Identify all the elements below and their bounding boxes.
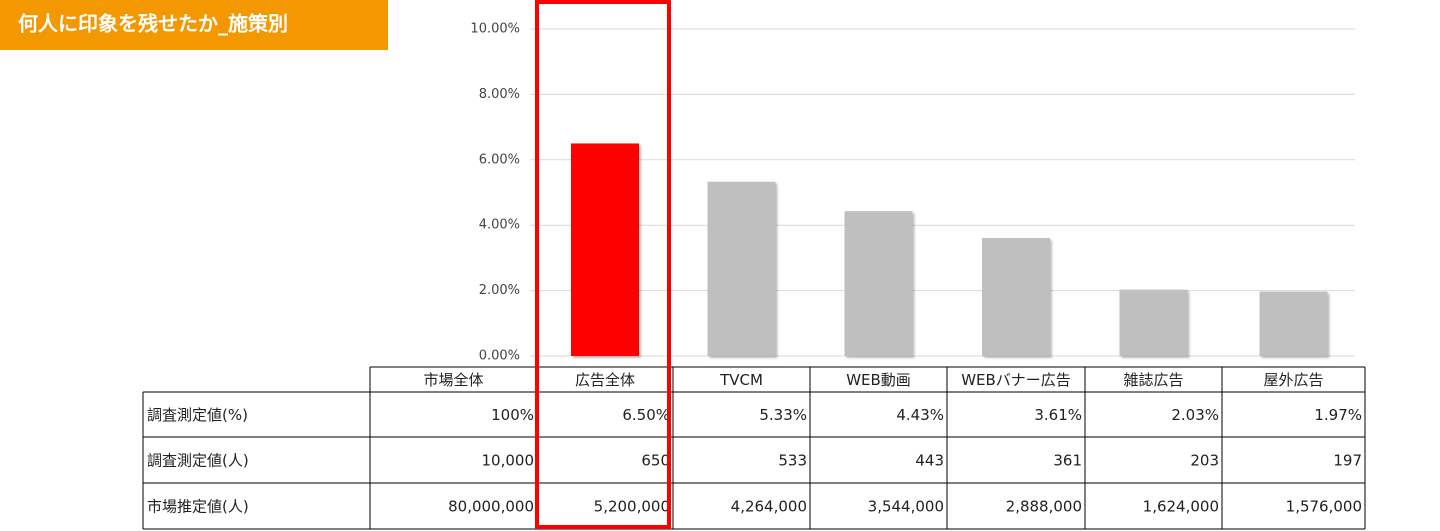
bar [982, 237, 1050, 356]
chart: 0.00% 2.00% 4.00% 6.00% 8.00% 10.00% 市場全体 広告全体 T… [142, 22, 1366, 530]
table-cell: 2.03% [1171, 406, 1219, 424]
x-tick-label: 屋外広告 [1263, 371, 1323, 389]
x-tick-label: 広告全体 [575, 371, 635, 389]
bar [1119, 289, 1188, 356]
row-label: 調査測定値(人) [147, 452, 249, 470]
y-tick-label: 10.00% [470, 22, 520, 37]
table-cell: 10,000 [482, 452, 535, 470]
y-tick-label: 6.00% [479, 152, 520, 167]
x-tick-label: 市場全体 [423, 371, 483, 389]
y-tick-label: 4.00% [479, 218, 520, 233]
bar [1259, 291, 1328, 356]
table-cell: 533 [778, 452, 807, 470]
x-tick-label: WEB動画 [846, 371, 911, 389]
bar [707, 181, 776, 356]
table-cell: 5.33% [759, 406, 807, 424]
table-cell: 1.97% [1314, 406, 1362, 424]
x-tick-label: 雑誌広告 [1123, 371, 1183, 389]
row-label: 調査測定値(%) [147, 406, 248, 424]
table-cell: 4,264,000 [731, 498, 807, 516]
table-cell: 443 [915, 452, 944, 470]
table-cell: 5,200,000 [594, 498, 670, 516]
bar [844, 211, 913, 356]
table-cell: 3.61% [1034, 406, 1082, 424]
table-cell: 1,624,000 [1143, 498, 1219, 516]
table-cell: 1,576,000 [1286, 498, 1362, 516]
bar [571, 143, 639, 356]
table-cell: 3,544,000 [868, 498, 944, 516]
table-cell: 2,888,000 [1006, 498, 1082, 516]
table-cell: 650 [641, 452, 670, 470]
table-cell: 100% [491, 406, 534, 424]
y-tick-label: 2.00% [479, 283, 520, 298]
table-cell: 4.43% [896, 406, 944, 424]
table-cell: 203 [1190, 452, 1219, 470]
table-cell: 361 [1053, 452, 1082, 470]
y-tick-label: 0.00% [479, 349, 520, 364]
x-tick-label: WEBバナー広告 [961, 371, 1071, 389]
row-label: 市場推定値(人) [147, 498, 249, 516]
y-tick-label: 8.00% [479, 87, 520, 102]
x-tick-label: TVCM [719, 371, 763, 389]
title-box [0, 0, 388, 50]
table-cell: 6.50% [622, 406, 670, 424]
title: 何人に印象を残せたか_施策別 [18, 12, 288, 36]
table-cell: 197 [1333, 452, 1362, 470]
table-cell: 80,000,000 [448, 498, 534, 516]
highlight-box [535, 0, 671, 529]
